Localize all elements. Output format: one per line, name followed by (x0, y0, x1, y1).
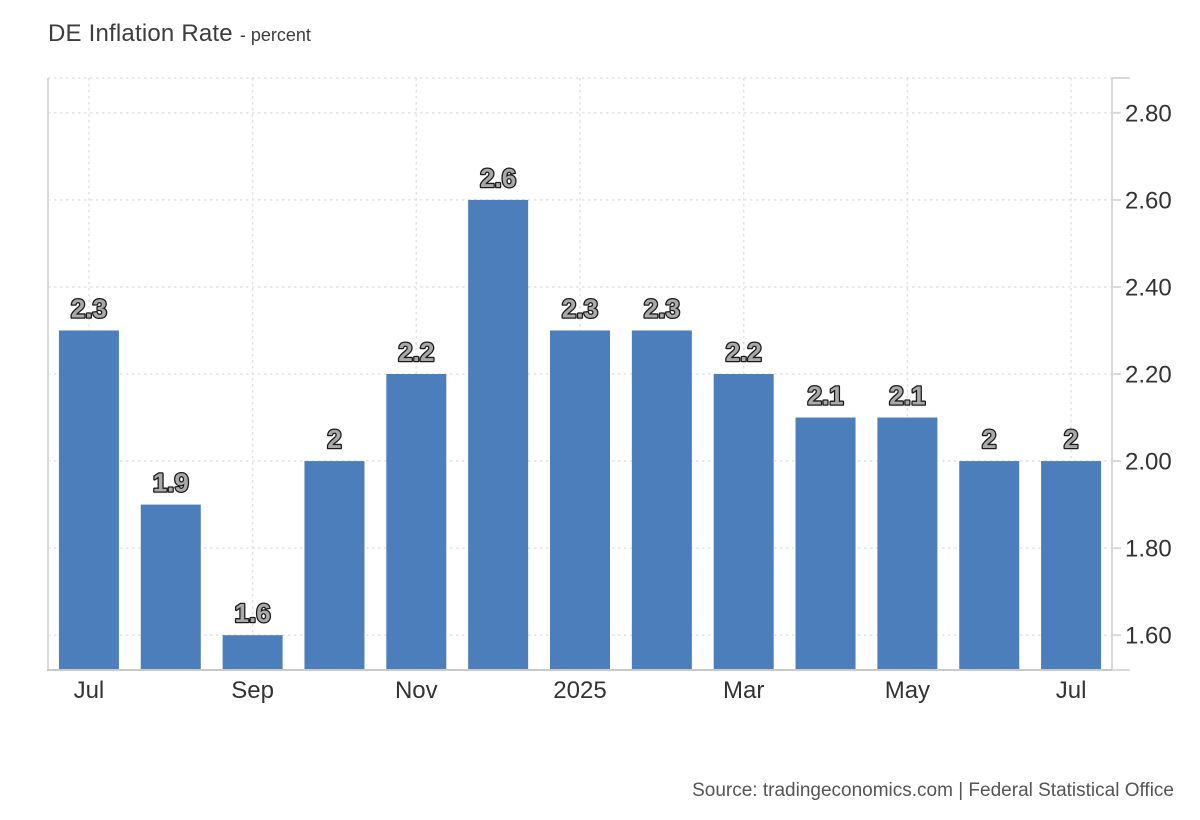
source-attribution: Source: tradingeconomics.com | Federal S… (692, 780, 1174, 801)
bar-mar-2025[interactable] (713, 374, 774, 670)
y-axis-label: 2.20 (1125, 362, 1172, 389)
bar-value-label: 2.2 (726, 337, 762, 367)
bar-value-label: 2 (982, 424, 996, 454)
bar-sep-2024[interactable] (222, 635, 283, 670)
x-axis-label: Nov (395, 677, 438, 704)
bar-value-label: 2.1 (807, 381, 843, 411)
bar-nov-2024[interactable] (386, 374, 447, 670)
chart-header: DE Inflation Rate - percent (48, 20, 311, 48)
y-axis-label: 1.80 (1125, 536, 1172, 563)
bar-aug-2024[interactable] (140, 504, 201, 670)
x-axis-label: Mar (723, 677, 764, 704)
bar-value-label: 1.9 (153, 468, 189, 498)
bar-feb-2025[interactable] (631, 330, 692, 670)
bar-value-label: 2.3 (71, 293, 107, 323)
bar-jul-2025[interactable] (1041, 461, 1102, 670)
bar-value-label: 2 (327, 424, 341, 454)
x-axis-label: Jul (74, 677, 105, 704)
y-axis-label: 1.60 (1125, 623, 1172, 650)
bar-jun-2025[interactable] (959, 461, 1020, 670)
bar-value-label: 2.6 (480, 163, 516, 193)
bar-jan-2025[interactable] (550, 330, 610, 670)
bar-value-label: 1.6 (235, 598, 271, 628)
bar-jul-2024[interactable] (58, 330, 119, 670)
bar-value-label: 2.3 (562, 293, 598, 323)
y-axis-label: 2.80 (1125, 100, 1172, 127)
x-axis-label: Jul (1056, 677, 1087, 704)
chart-title: DE Inflation Rate (48, 20, 233, 47)
x-axis-label: Sep (231, 677, 274, 704)
bar-may-2025[interactable] (877, 417, 938, 670)
bar-dec-2024[interactable] (468, 199, 529, 670)
bar-value-label: 2.2 (398, 337, 434, 367)
chart-subtitle: - percent (239, 25, 311, 45)
bar-value-label: 2 (1064, 424, 1078, 454)
y-axis-label: 2.00 (1125, 449, 1172, 476)
y-axis-label: 2.40 (1125, 274, 1172, 301)
bar-value-label: 2.3 (644, 293, 680, 323)
bar-apr-2025[interactable] (795, 417, 856, 670)
x-axis-label: May (885, 677, 930, 704)
y-axis-label: 2.60 (1125, 187, 1172, 214)
x-axis-label: 2025 (553, 677, 606, 704)
bar-value-label: 2.1 (889, 381, 925, 411)
bar-oct-2024[interactable] (304, 461, 365, 670)
